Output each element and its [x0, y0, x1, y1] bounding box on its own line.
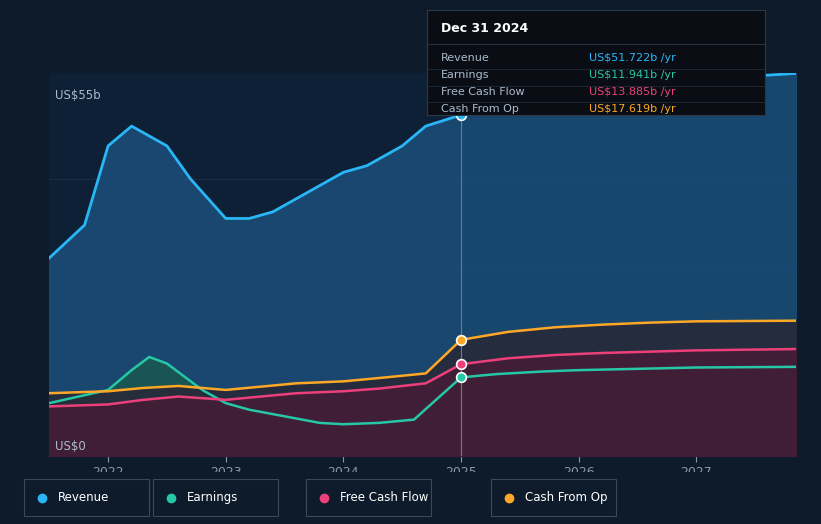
Text: Cash From Op: Cash From Op: [525, 492, 608, 504]
FancyBboxPatch shape: [153, 479, 277, 516]
Text: Dec 31 2024: Dec 31 2024: [441, 23, 528, 36]
Text: Revenue: Revenue: [58, 492, 109, 504]
FancyBboxPatch shape: [491, 479, 616, 516]
Text: Free Cash Flow: Free Cash Flow: [340, 492, 428, 504]
Text: Past: Past: [433, 99, 456, 108]
Text: Analysts Forecasts: Analysts Forecasts: [466, 99, 570, 108]
Text: Earnings: Earnings: [441, 70, 489, 80]
FancyBboxPatch shape: [306, 479, 430, 516]
Text: US$13.885b /yr: US$13.885b /yr: [589, 87, 676, 97]
Text: Earnings: Earnings: [187, 492, 238, 504]
Text: Free Cash Flow: Free Cash Flow: [441, 87, 524, 97]
Text: Cash From Op: Cash From Op: [441, 104, 518, 114]
Text: Revenue: Revenue: [441, 53, 489, 63]
Text: US$17.619b /yr: US$17.619b /yr: [589, 104, 676, 114]
Bar: [461, 73, 796, 456]
Text: US$55b: US$55b: [55, 89, 101, 102]
Text: US$0: US$0: [55, 440, 86, 453]
Text: US$51.722b /yr: US$51.722b /yr: [589, 53, 676, 63]
FancyBboxPatch shape: [25, 479, 149, 516]
Bar: [49, 73, 461, 456]
Text: US$11.941b /yr: US$11.941b /yr: [589, 70, 676, 80]
